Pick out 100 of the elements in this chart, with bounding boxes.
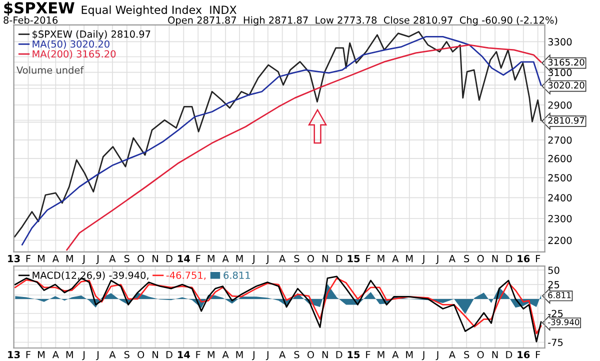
x-tick-label: D <box>336 255 342 262</box>
x-tick-label: 16 <box>518 254 530 262</box>
x-tick-label: A <box>52 255 59 262</box>
x-tick-label: A <box>392 351 399 358</box>
legend-label: 6.811 <box>224 272 250 279</box>
x-tick-label: J <box>266 351 268 360</box>
x-tick-label: M <box>38 255 44 262</box>
x-tick-label: J <box>436 351 438 360</box>
x-tick-label: M <box>406 351 413 358</box>
x-tick-label: J <box>96 255 99 264</box>
x-tick-label: J <box>96 351 99 360</box>
y-tick-label: 3020.20 <box>548 82 584 89</box>
y-tick-label: 2200 <box>548 236 572 244</box>
x-tick-label: D <box>166 255 172 262</box>
x-tick-label: A <box>109 255 116 262</box>
y-tick-label: 2400 <box>548 194 572 202</box>
x-tick-label: O <box>138 350 144 358</box>
y-tick-label: 25 <box>548 281 560 288</box>
x-tick-label: N <box>492 255 498 262</box>
chart-title: $SPXEW <box>4 2 74 16</box>
x-tick-label: M <box>236 255 243 262</box>
x-tick-label: 15 <box>348 351 360 358</box>
x-tick-label: F <box>536 351 540 358</box>
x-tick-label: N <box>152 351 158 358</box>
x-tick-label: J <box>252 255 254 264</box>
x-tick-label: F <box>26 351 30 358</box>
x-tick-label: J <box>422 255 424 264</box>
legend-label: -46.751, <box>166 272 206 280</box>
text: Equal Weighted Index INDX <box>82 5 236 16</box>
x-tick-label: 16 <box>518 350 530 358</box>
y-tick-label: 6.811 <box>548 292 571 298</box>
annotation: Open 2871.87 High 2871.87 Low 2773.78 Close 2810.97 Chg -60.90 (-2.12%) <box>168 16 558 26</box>
x-tick-label: N <box>322 351 328 358</box>
y-tick-label: -75 <box>548 338 563 346</box>
x-tick-label: J <box>436 255 438 264</box>
legend-label: $SPXEW (Daily) 2810.97 <box>32 30 150 40</box>
x-tick-label: S <box>124 350 130 358</box>
x-tick-label: A <box>448 255 456 262</box>
x-tick-label: O <box>307 254 314 262</box>
x-tick-label: D <box>506 351 512 358</box>
x-tick-label: A <box>109 351 116 358</box>
x-tick-label: F <box>536 255 540 262</box>
x-tick-label: O <box>138 254 144 262</box>
x-tick-label: D <box>166 351 172 358</box>
x-tick-label: A <box>279 351 286 358</box>
x-tick-label: 14 <box>178 255 190 262</box>
y-tick-label: 3300 <box>548 38 572 46</box>
x-tick-label: A <box>222 255 229 262</box>
x-tick-label: M <box>378 255 384 262</box>
x-tick-label: A <box>448 351 456 358</box>
x-tick-label: 14 <box>178 351 190 358</box>
x-tick-label: O <box>307 350 314 358</box>
legend-label: MACD(12,26,9) -39.940, <box>32 271 148 280</box>
y-tick-label: 2900 <box>548 101 572 109</box>
x-tick-label: M <box>66 351 73 358</box>
y-tick-label: -25 <box>548 310 563 318</box>
x-tick-label: O <box>477 350 484 358</box>
x-tick-label: N <box>492 351 498 358</box>
x-tick-label: A <box>279 255 286 262</box>
y-tick-label: 2300 <box>548 214 572 222</box>
x-tick-label: M <box>378 351 384 358</box>
x-tick-label: M <box>208 351 214 358</box>
chart-subtitle: 8-Feb-2016 <box>4 16 58 24</box>
y-tick-label: -39.940 <box>548 318 580 326</box>
x-tick-label: F <box>366 351 370 358</box>
x-tick-label: M <box>66 255 73 262</box>
x-tick-label: M <box>38 351 44 358</box>
x-tick-label: N <box>152 255 158 262</box>
x-tick-label: F <box>196 255 200 262</box>
x-tick-label: D <box>336 351 342 358</box>
x-tick-label: A <box>52 351 59 358</box>
y-tick-label: 2500 <box>548 174 572 182</box>
x-tick-label: O <box>477 254 484 262</box>
x-tick-label: J <box>422 351 424 360</box>
y-tick-label: 3100 <box>548 68 572 76</box>
x-tick-label: F <box>196 351 200 358</box>
x-tick-label: 13 <box>8 350 20 358</box>
x-tick-label: J <box>82 351 85 360</box>
x-tick-label: A <box>222 351 229 358</box>
x-tick-label: M <box>406 255 413 262</box>
y-tick-label: 2600 <box>548 154 572 162</box>
x-tick-label: N <box>322 255 328 262</box>
x-tick-label: F <box>26 255 30 262</box>
y-tick-label: 2700 <box>548 136 572 144</box>
x-tick-label: J <box>266 255 268 264</box>
x-tick-label: M <box>236 351 243 358</box>
y-tick-label: 3165.20 <box>548 58 584 66</box>
x-tick-label: 13 <box>8 254 20 262</box>
legend-label: MA(50) 3020.20 <box>32 40 110 49</box>
x-tick-label: A <box>392 255 399 262</box>
annotation: Volume undef <box>16 66 84 74</box>
x-tick-label: 15 <box>348 255 360 262</box>
x-tick-label: S <box>294 350 300 358</box>
x-tick-label: J <box>82 255 85 264</box>
x-tick-label: J <box>252 351 254 360</box>
x-tick-label: S <box>464 254 470 262</box>
x-tick-label: S <box>124 254 130 262</box>
x-tick-label: F <box>366 255 370 262</box>
x-tick-label: S <box>464 350 470 358</box>
x-tick-label: M <box>208 255 214 262</box>
